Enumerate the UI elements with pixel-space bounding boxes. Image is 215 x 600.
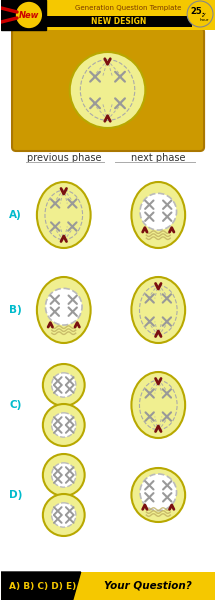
FancyBboxPatch shape	[1, 572, 215, 600]
FancyBboxPatch shape	[12, 28, 204, 151]
Text: Your Question?: Your Question?	[104, 581, 192, 591]
Ellipse shape	[37, 277, 91, 343]
Ellipse shape	[131, 182, 185, 248]
Circle shape	[140, 474, 177, 511]
Circle shape	[140, 193, 177, 230]
Circle shape	[52, 413, 76, 437]
Circle shape	[43, 364, 85, 406]
Ellipse shape	[70, 52, 145, 128]
Text: next phase: next phase	[131, 153, 186, 163]
Circle shape	[52, 463, 76, 487]
Text: A) B) C) D) E): A) B) C) D) E)	[9, 581, 77, 590]
Ellipse shape	[131, 277, 185, 343]
Text: 25.: 25.	[190, 7, 206, 16]
Circle shape	[52, 373, 76, 397]
Text: B): B)	[9, 305, 22, 315]
Text: ✓: ✓	[201, 13, 207, 19]
Circle shape	[43, 494, 85, 536]
Text: D): D)	[9, 490, 22, 500]
Text: C): C)	[9, 400, 22, 410]
Text: New: New	[19, 11, 39, 20]
Circle shape	[52, 503, 76, 527]
Circle shape	[46, 289, 82, 325]
Text: A): A)	[9, 210, 22, 220]
Circle shape	[43, 454, 85, 496]
Text: NEW DESIGN: NEW DESIGN	[91, 17, 146, 26]
Circle shape	[43, 404, 85, 446]
Circle shape	[15, 1, 43, 29]
Ellipse shape	[37, 182, 91, 248]
Circle shape	[187, 1, 213, 27]
Text: previous phase: previous phase	[26, 153, 101, 163]
FancyBboxPatch shape	[45, 16, 192, 27]
FancyBboxPatch shape	[1, 0, 215, 30]
Ellipse shape	[131, 468, 185, 522]
Text: hour: hour	[199, 18, 209, 22]
Text: Generation Question Template: Generation Question Template	[75, 5, 182, 11]
Ellipse shape	[131, 372, 185, 438]
Polygon shape	[1, 0, 46, 30]
Polygon shape	[1, 572, 81, 600]
